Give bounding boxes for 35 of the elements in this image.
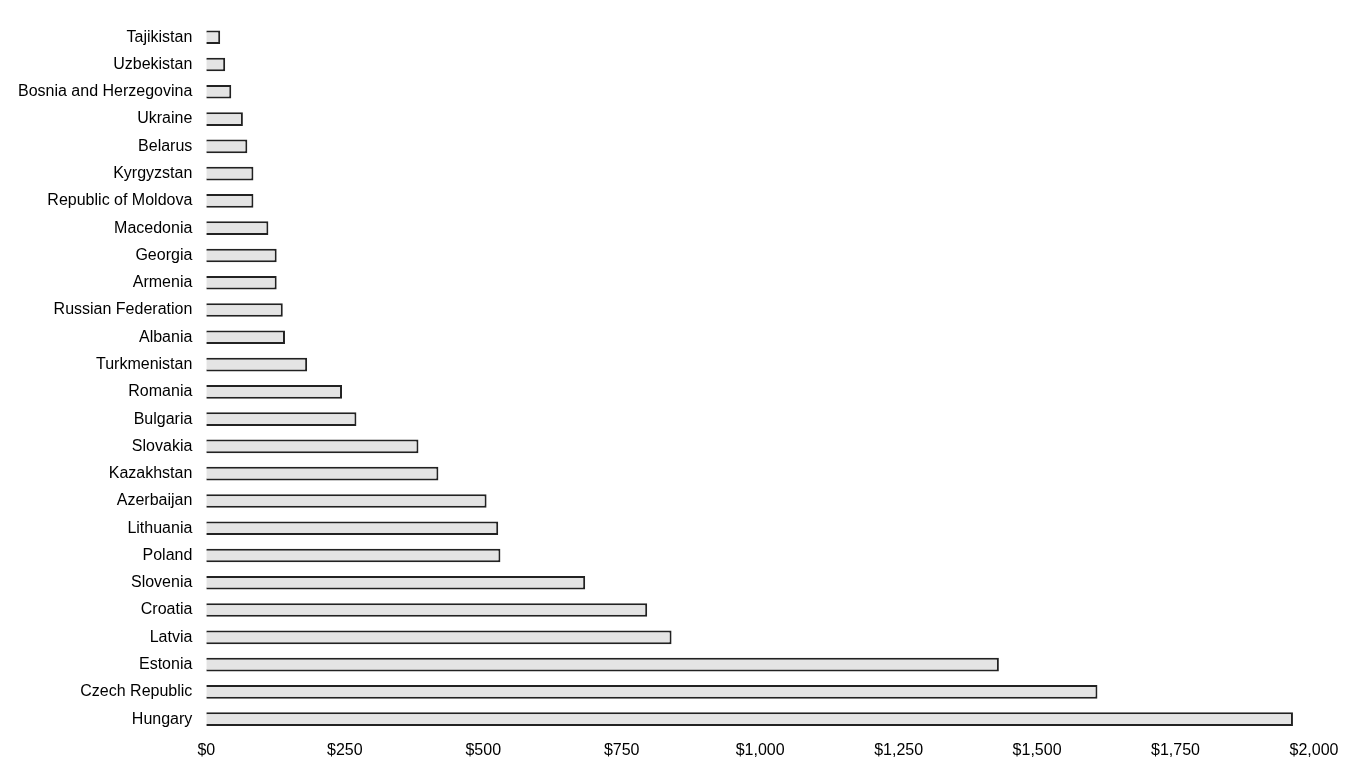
y-tick-label: Uzbekistan: [113, 54, 193, 72]
y-tick-label: Latvia: [149, 627, 193, 645]
y-tick-label: Russian Federation: [53, 300, 193, 318]
y-tick-label: Croatia: [140, 600, 193, 618]
y-tick-label: Czech Republic: [80, 682, 193, 700]
y-tick-label: Estonia: [138, 655, 193, 673]
y-tick-label: Ukraine: [137, 109, 193, 127]
x-tick-label: $1,250: [874, 740, 924, 758]
y-tick-label: Tajikistan: [126, 27, 193, 45]
y-tick-label: Bulgaria: [133, 409, 193, 427]
y-tick-label: Kazakhstan: [108, 464, 193, 482]
y-tick-label: Republic of Moldova: [47, 191, 193, 209]
y-tick-label: Bosnia and Herzegovina: [17, 82, 193, 100]
y-tick-label: Kyrgyzstan: [113, 164, 193, 182]
y-tick-label: Poland: [142, 545, 193, 563]
y-tick-label: Lithuania: [127, 518, 193, 536]
y-tick-label: Hungary: [131, 709, 193, 727]
x-tick-label: $1,500: [1012, 740, 1062, 758]
x-tick-label: $250: [327, 740, 363, 758]
x-tick-label: $2,000: [1289, 740, 1339, 758]
y-tick-label: Turkmenistan: [96, 354, 193, 372]
x-tick-label: $750: [603, 740, 640, 758]
x-tick-label: $500: [465, 740, 502, 758]
x-tick-label: $1,000: [735, 740, 785, 758]
y-tick-label: Romania: [128, 382, 193, 400]
y-tick-label: Albania: [138, 327, 193, 345]
y-tick-label: Armenia: [132, 273, 193, 291]
y-tick-label: Slovakia: [131, 436, 193, 454]
y-tick-label: Georgia: [135, 245, 193, 263]
y-tick-label: Azerbaijan: [116, 491, 193, 509]
y-tick-label: Slovenia: [130, 573, 193, 591]
x-tick-label: $1,750: [1151, 740, 1201, 758]
y-tick-label: Macedonia: [114, 218, 193, 236]
x-tick-label: $0: [197, 740, 216, 758]
y-tick-label: Belarus: [138, 136, 193, 154]
